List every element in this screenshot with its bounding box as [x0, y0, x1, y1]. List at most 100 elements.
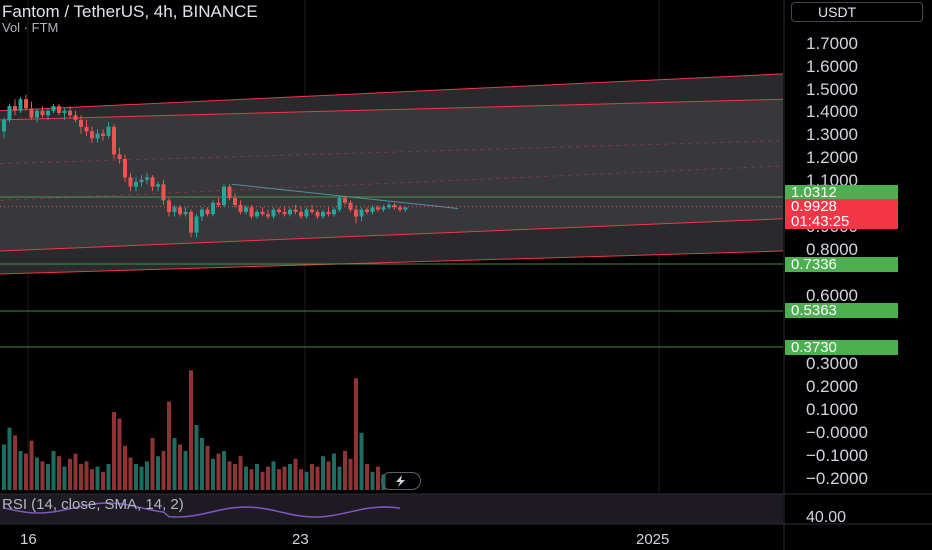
price-axis-label: 0.1000 — [806, 400, 858, 419]
volume-bar — [266, 466, 270, 490]
candle-body — [128, 177, 133, 187]
volume-bar — [304, 471, 309, 490]
candle-body — [139, 179, 144, 182]
candle-body — [13, 106, 17, 111]
currency-button[interactable]: USDT — [791, 2, 923, 22]
volume-bars — [2, 370, 386, 490]
volume-bar — [365, 464, 369, 490]
candle-body — [68, 110, 72, 116]
channel-midline — [0, 165, 784, 201]
price-axis-label: −0.1000 — [806, 446, 868, 465]
volume-bar — [13, 435, 17, 490]
lightning-icon[interactable] — [381, 472, 421, 490]
volume-bar — [117, 418, 122, 490]
candle-body — [172, 207, 177, 212]
volume-bar — [46, 464, 50, 490]
volume-bar — [183, 451, 188, 490]
price-axis-label: 0.8000 — [806, 240, 858, 259]
volume-bar — [337, 466, 342, 490]
volume-bar — [205, 445, 210, 490]
volume-bar — [271, 461, 276, 490]
candle-body — [260, 211, 265, 215]
volume-bar — [227, 461, 232, 490]
volume-bar — [354, 378, 358, 490]
volume-bar — [332, 453, 336, 490]
level-tag-4[interactable]: 0.3730 — [785, 340, 898, 355]
symbol-title[interactable]: Fantom / TetherUS, 4h, BINANCE — [2, 2, 258, 21]
candle-body — [299, 211, 303, 217]
candle-body — [216, 202, 221, 205]
rsi-axis-label: 40.00 — [806, 509, 847, 526]
volume-bar — [156, 456, 160, 490]
candle-body — [73, 115, 78, 120]
horizontal-levels[interactable] — [0, 196, 783, 348]
price-axis-label: 0.2000 — [806, 377, 858, 396]
time-axis-label: 2025 — [636, 531, 670, 548]
candle-body — [106, 126, 111, 136]
level-tag-1[interactable]: 1.0312 — [785, 185, 898, 200]
candle-body — [145, 177, 149, 180]
channel-outer-upper — [0, 73, 784, 112]
candle-body — [46, 110, 50, 116]
price-axis-label: 0.3000 — [806, 354, 858, 373]
volume-bar — [57, 456, 61, 490]
candle-body — [293, 209, 298, 212]
volume-bar — [84, 461, 89, 490]
candle-body — [359, 209, 364, 217]
volume-bar — [51, 451, 56, 490]
volume-bar — [370, 471, 375, 490]
volume-bar — [145, 461, 149, 490]
candle-body — [222, 186, 226, 205]
volume-bar — [95, 466, 100, 490]
channel-drawing[interactable] — [0, 0, 784, 525]
candle-body — [194, 216, 199, 233]
candle-body — [51, 106, 56, 111]
currency-label: USDT — [818, 4, 857, 20]
volume-bar — [35, 457, 39, 490]
volume-bar — [288, 464, 292, 490]
volume-bar — [194, 425, 199, 490]
channel-inner-upper — [0, 98, 784, 121]
level-tag-2[interactable]: 0.7336 — [785, 257, 898, 272]
volume-bar — [321, 456, 325, 490]
candle-body — [392, 205, 397, 208]
candle-body — [79, 119, 83, 127]
volume-legend[interactable]: Vol · FTM — [2, 20, 59, 35]
price-axis-label: 1.2000 — [806, 148, 858, 167]
volume-bar — [172, 438, 177, 490]
candle-body — [403, 207, 408, 210]
volume-bar — [255, 464, 259, 490]
candle-body — [238, 205, 243, 212]
candle-body — [161, 184, 166, 201]
candle-body — [354, 209, 358, 217]
candle-body — [62, 110, 67, 113]
volume-bar — [90, 469, 94, 490]
level-tag-3[interactable]: 0.5363 — [785, 303, 898, 318]
candle-body — [200, 209, 204, 217]
volume-bar — [7, 427, 12, 490]
candle-body — [321, 211, 325, 217]
rsi-band — [0, 494, 783, 524]
candle-body — [277, 209, 281, 212]
candle-body — [40, 110, 45, 116]
price-axis-label: 0.6000 — [806, 286, 858, 305]
volume-bar — [139, 466, 144, 490]
candle-body — [266, 214, 270, 217]
rsi-legend[interactable]: RSI (14, close, SMA, 14, 2) — [2, 496, 184, 513]
last-price-value: 0.9928 — [791, 198, 837, 215]
candle-body — [156, 184, 160, 187]
volume-bar — [222, 451, 226, 490]
candle-body — [57, 106, 61, 113]
volume-bar — [233, 464, 237, 490]
candle-body — [183, 211, 188, 215]
channel-inner-fill — [0, 99, 783, 251]
last-price-tag[interactable]: 0.9928 01:43:25 — [785, 199, 898, 229]
candle-body — [35, 110, 39, 118]
volume-bar — [134, 464, 138, 490]
candle-body — [244, 207, 248, 212]
candle-body — [381, 207, 386, 210]
price-axis-label: 1.6000 — [806, 57, 858, 76]
